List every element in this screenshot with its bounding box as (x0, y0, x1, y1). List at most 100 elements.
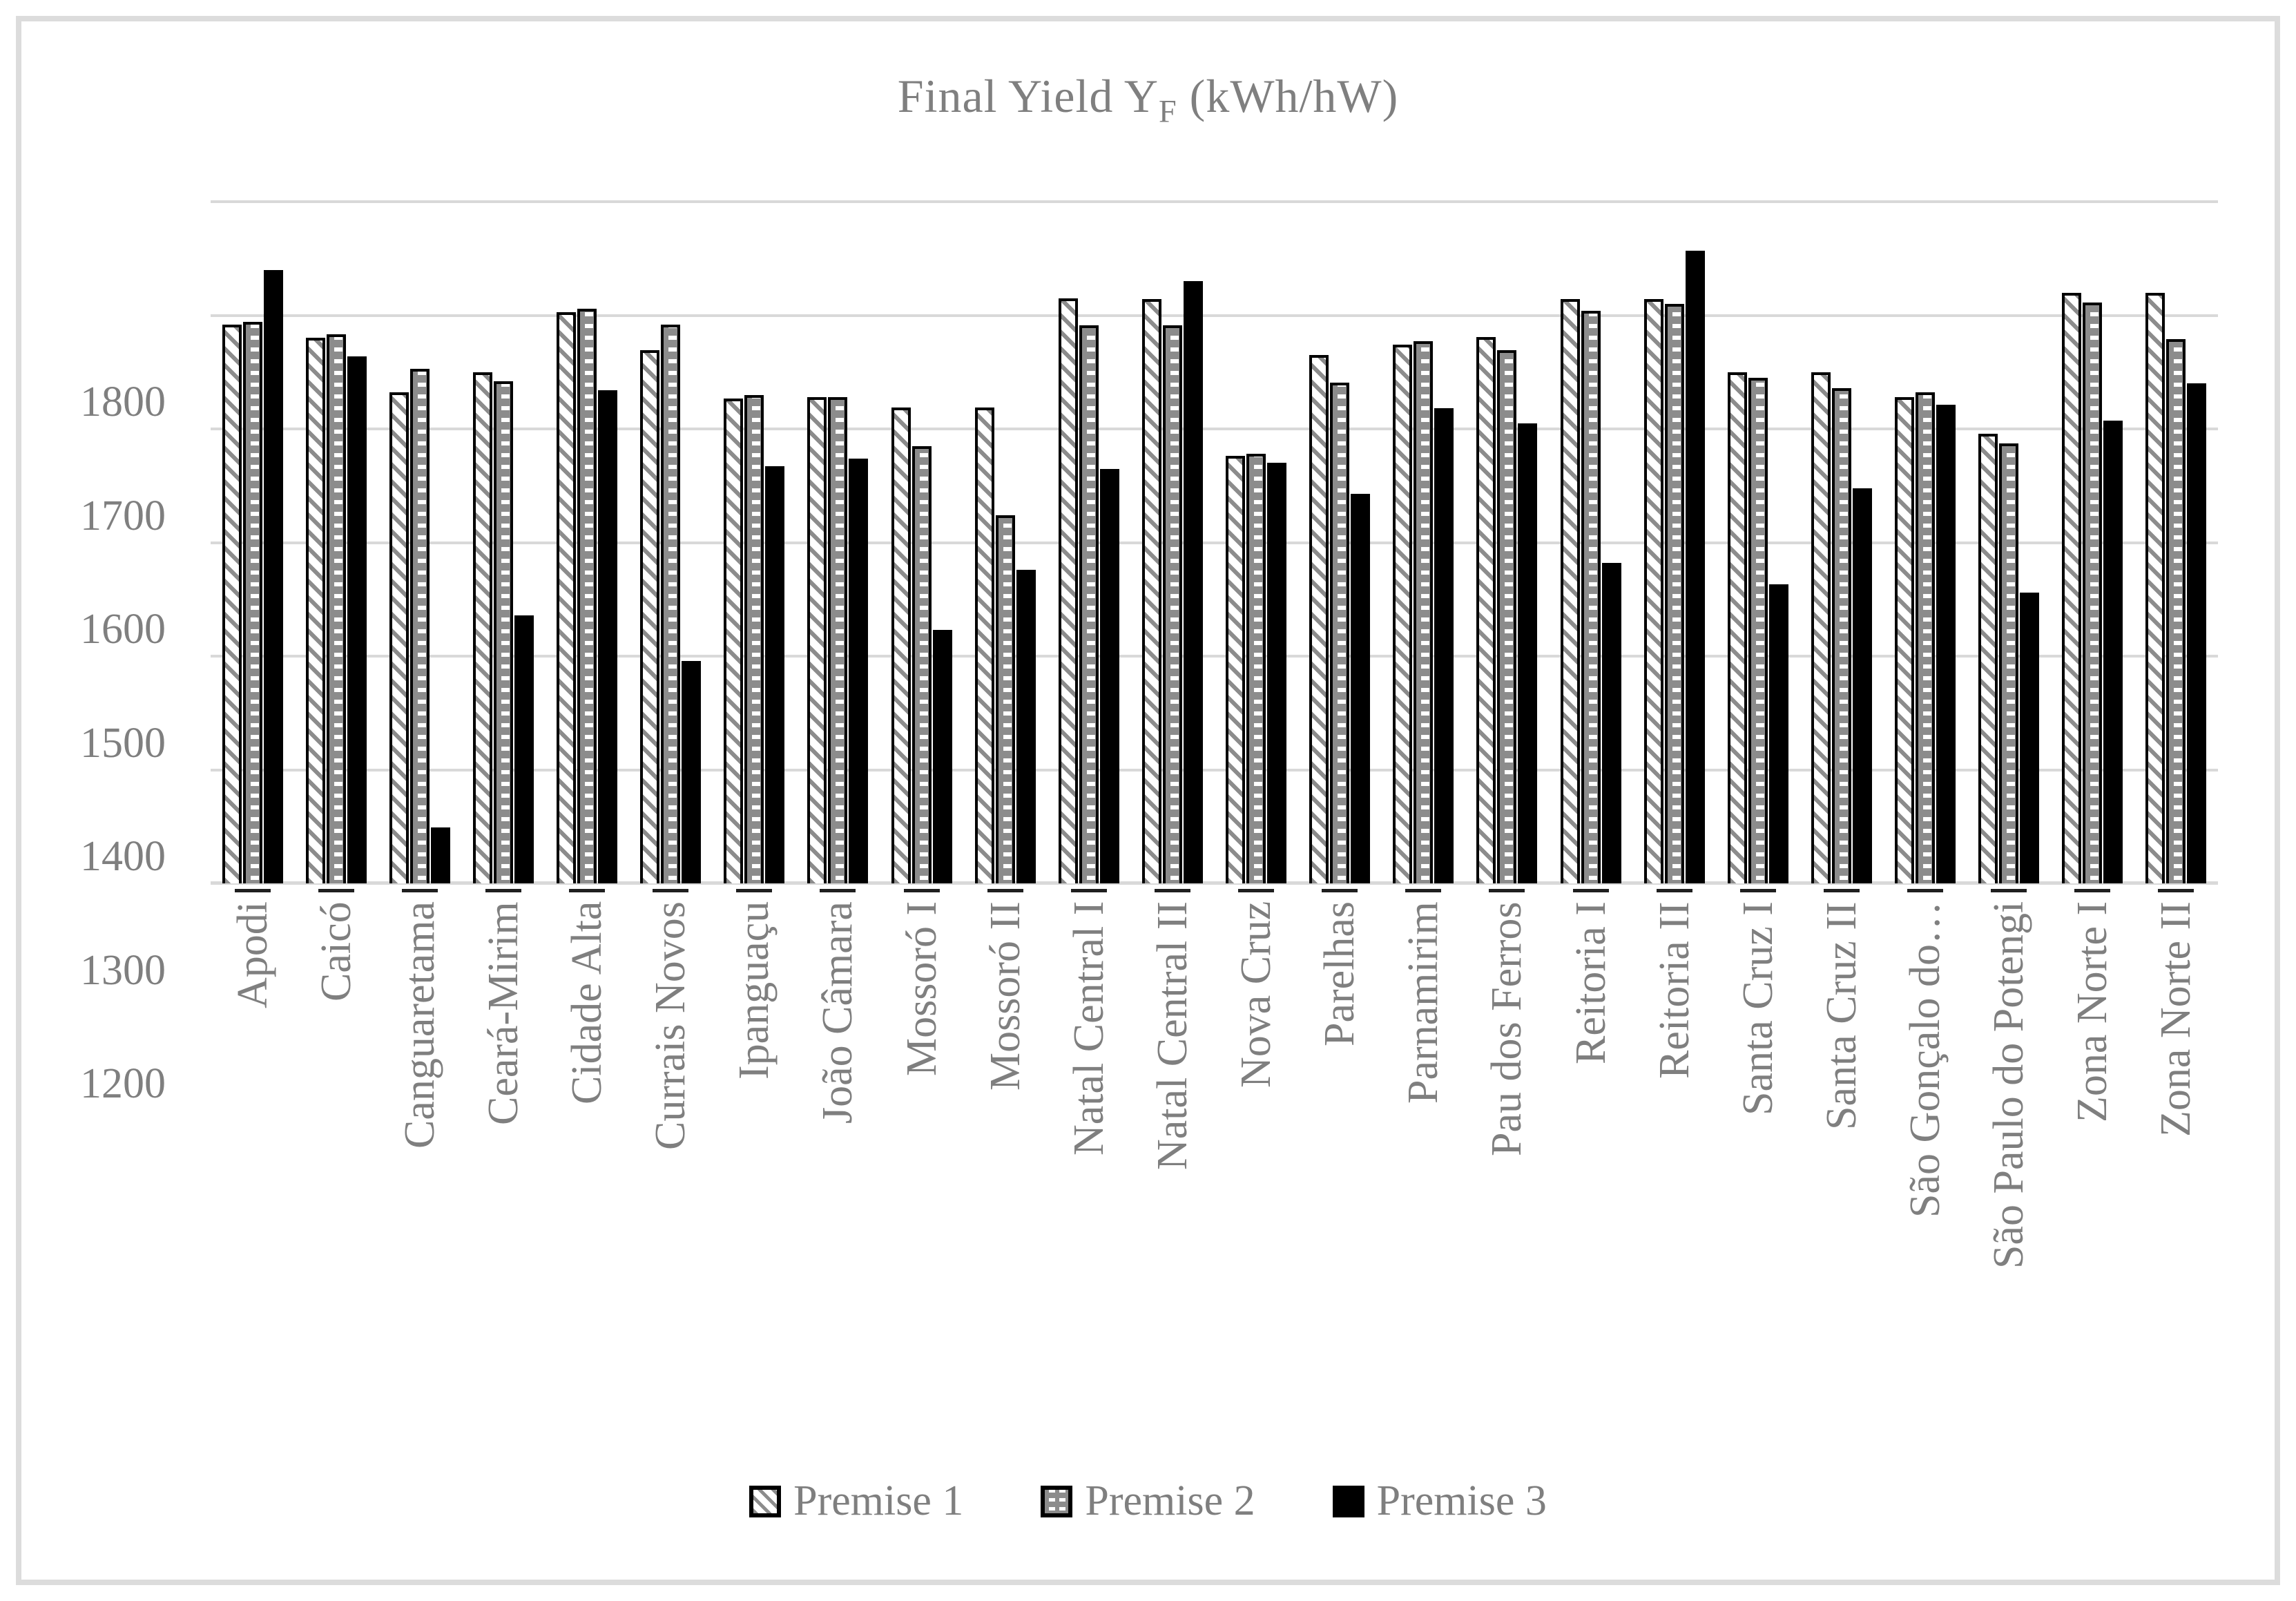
bar-premise-3 (1016, 570, 1036, 883)
bar-premise-1 (1811, 372, 1831, 883)
bar-premise-2 (2166, 339, 2186, 883)
bar-premise-2 (912, 446, 932, 883)
legend-item-premise-2: Premise 2 (1041, 1477, 1255, 1526)
legend: Premise 1 Premise 2 Premise 3 (0, 1477, 2296, 1526)
bar-premise-1 (1142, 299, 1161, 883)
bar-premise-1 (640, 350, 659, 883)
x-axis-tick (1238, 889, 1274, 892)
bar-premise-1 (557, 312, 576, 883)
bar-premise-3 (1434, 408, 1454, 883)
bar-group (222, 270, 283, 883)
x-axis-label: Nova Cruz (1233, 901, 1280, 1089)
bar-premise-3 (933, 630, 952, 883)
bar-premise-1 (222, 325, 242, 883)
x-axis-tick (987, 889, 1023, 892)
x-axis-label: Reitoria I (1567, 901, 1614, 1064)
bar-premise-2 (661, 325, 680, 883)
legend-item-premise-3: Premise 3 (1332, 1477, 1547, 1526)
bar-premise-3 (514, 615, 534, 883)
x-axis-tick (2074, 889, 2110, 892)
legend-label: Premise 2 (1085, 1477, 1255, 1524)
x-axis-label: Mossoró I (898, 901, 945, 1077)
bar-premise-2 (577, 309, 597, 883)
x-axis-tick (1907, 889, 1943, 892)
x-axis-label: Mossoró II (982, 901, 1029, 1091)
bar-premise-2 (1999, 443, 2018, 883)
bar-premise-3 (1853, 488, 1872, 883)
gridline (211, 314, 2218, 317)
bar-group (1226, 454, 1286, 883)
bar-group (1644, 251, 1705, 883)
y-axis-tick-label: 1800 (80, 378, 166, 425)
bar-premise-3 (849, 459, 868, 883)
x-axis-label: Parnamirim (1400, 901, 1447, 1104)
bar-premise-3 (1686, 251, 1705, 883)
x-axis-tick (402, 889, 438, 892)
bar-group (891, 408, 952, 883)
bar-premise-2 (744, 395, 764, 883)
bar-premise-3 (1100, 469, 1119, 883)
bar-group (1978, 434, 2039, 883)
bar-premise-3 (682, 661, 701, 883)
x-axis-label: São Gonçalo do… (1902, 901, 1949, 1218)
bar-premise-3 (347, 356, 367, 883)
bar-group (1811, 372, 1872, 883)
y-axis-tick-label: 1600 (80, 606, 166, 653)
x-axis-tick (736, 889, 772, 892)
gridline (211, 655, 2218, 658)
bar-premise-1 (1309, 355, 1329, 883)
bar-premise-3 (1936, 405, 1956, 883)
legend-swatch-premise-2 (1041, 1485, 1073, 1517)
bar-premise-3 (1602, 563, 1621, 883)
x-axis-label: Natal Central I (1065, 901, 1112, 1156)
bar-premise-1 (807, 397, 827, 883)
bar-premise-2 (1163, 325, 1182, 883)
x-axis-label: João Câmara (814, 901, 861, 1124)
x-axis-label: Canguaretama (396, 901, 443, 1149)
bar-premise-2 (410, 369, 430, 883)
y-axis-tick-label: 1400 (80, 833, 166, 880)
bar-premise-2 (996, 515, 1015, 883)
bar-premise-1 (1393, 345, 1412, 883)
x-axis-label: Caicó (313, 901, 360, 1001)
bar-group (306, 334, 367, 883)
x-axis-tick (1155, 889, 1190, 892)
x-axis-tick (904, 889, 940, 892)
bar-group (1561, 299, 1621, 883)
bar-premise-1 (1728, 372, 1747, 883)
x-axis-tick (235, 889, 271, 892)
x-axis-label: Apodi (229, 901, 276, 1008)
bar-group (724, 395, 784, 883)
bar-premise-2 (828, 397, 847, 883)
bar-premise-3 (2103, 421, 2123, 883)
x-axis-label: Santa Cruz II (1818, 901, 1865, 1130)
bar-premise-1 (891, 408, 911, 883)
legend-label: Premise 3 (1376, 1477, 1547, 1524)
x-axis-tick (1322, 889, 1358, 892)
x-axis-tick (653, 889, 688, 892)
x-axis-line (211, 881, 2218, 885)
gridline (211, 428, 2218, 430)
bar-premise-1 (975, 408, 994, 883)
bar-premise-1 (473, 372, 492, 883)
x-axis-tick (2158, 889, 2194, 892)
bar-premise-1 (724, 399, 743, 883)
bar-group (1476, 337, 1537, 883)
legend-swatch-premise-1 (749, 1485, 782, 1517)
bar-group (1393, 341, 1454, 883)
x-axis-tick (1489, 889, 1525, 892)
bar-premise-1 (1644, 299, 1663, 883)
gridline (211, 541, 2218, 544)
bar-premise-2 (1330, 383, 1349, 883)
bar-group (2062, 293, 2123, 883)
x-axis-label: Zona Norte II (2152, 901, 2199, 1137)
legend-item-premise-1: Premise 1 (749, 1477, 963, 1526)
bar-premise-2 (1665, 304, 1684, 883)
bar-premise-1 (1226, 456, 1245, 883)
x-axis-label: Parelhas (1316, 901, 1363, 1047)
x-axis-tick (1405, 889, 1441, 892)
bar-premise-1 (1476, 337, 1496, 883)
bar-premise-3 (2020, 593, 2039, 883)
bar-premise-3 (598, 390, 617, 883)
bar-premise-1 (1895, 397, 1914, 883)
